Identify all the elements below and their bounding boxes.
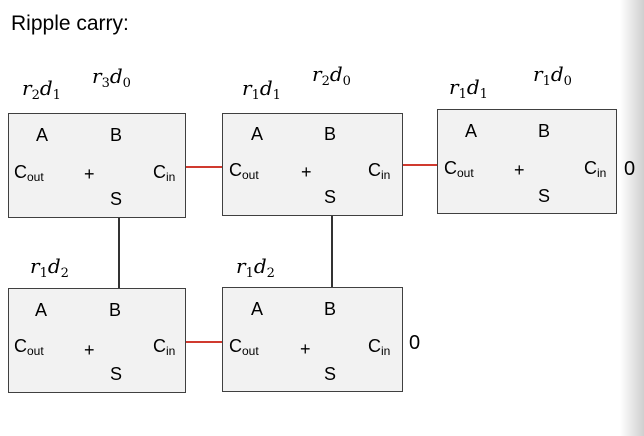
carry-in-label: Cin [153,336,176,358]
carry-in-label: Cin [584,158,607,180]
adder-bottom-middle: A B Cout + Cin S [222,287,403,392]
sum-label: S [324,187,337,207]
input-b-label: B [324,124,337,144]
diagram-title: Ripple carry: [11,12,129,35]
sum-label: S [324,364,337,384]
sum-label: S [538,186,551,206]
slide-edge-shadow [620,0,644,436]
input-b-label: B [109,300,122,320]
label-r1d2-mid: r1d2 [236,254,275,281]
input-a-label: A [36,125,49,145]
vertical-wire-middle [331,216,333,287]
input-a-label: A [465,121,478,141]
sum-label: S [110,189,123,209]
plus-label: + [84,164,95,184]
carry-out-label: Cout [14,162,44,184]
carry-in-label: Cin [368,336,391,358]
plus-label: + [301,162,312,182]
input-a-label: A [35,300,48,320]
carry-in-label: Cin [153,162,176,184]
input-b-label: B [538,121,551,141]
input-b-label: B [110,125,123,145]
label-r3d0: r3d0 [92,64,131,91]
carry-out-label: Cout [229,336,259,358]
adder-top-left: A B Cout + Cin S [8,113,186,218]
input-a-label: A [251,299,264,319]
label-r2d0: r2d0 [312,62,351,89]
carry-wire-bottom [185,341,223,343]
input-b-label: B [324,299,337,319]
carry-out-label: Cout [229,160,259,182]
carry-in-label: Cin [368,160,391,182]
carry-wire-top-left [185,166,222,168]
plus-label: + [84,340,95,360]
label-r1d1-mid: r1d1 [242,76,281,103]
label-r1d0: r1d0 [533,62,572,89]
carry-wire-top-right [402,164,438,166]
adder-top-right: A B Cout + Cin S [437,109,617,214]
carry-out-label: Cout [444,158,474,180]
label-r1d2-left: r1d2 [30,254,69,281]
carry-out-label: Cout [14,336,44,358]
carry-in-zero-bottom: 0 [409,332,421,354]
plus-label: + [514,160,525,180]
adder-top-middle: A B Cout + Cin S [222,113,403,216]
label-r2d1: r2d1 [22,76,61,103]
carry-in-zero-top: 0 [624,158,636,180]
vertical-wire-left [118,218,120,288]
input-a-label: A [251,124,264,144]
label-r1d1-right: r1d1 [449,75,488,102]
adder-bottom-left: A B Cout + Cin S [8,288,186,393]
plus-label: + [300,339,311,359]
sum-label: S [110,364,123,384]
